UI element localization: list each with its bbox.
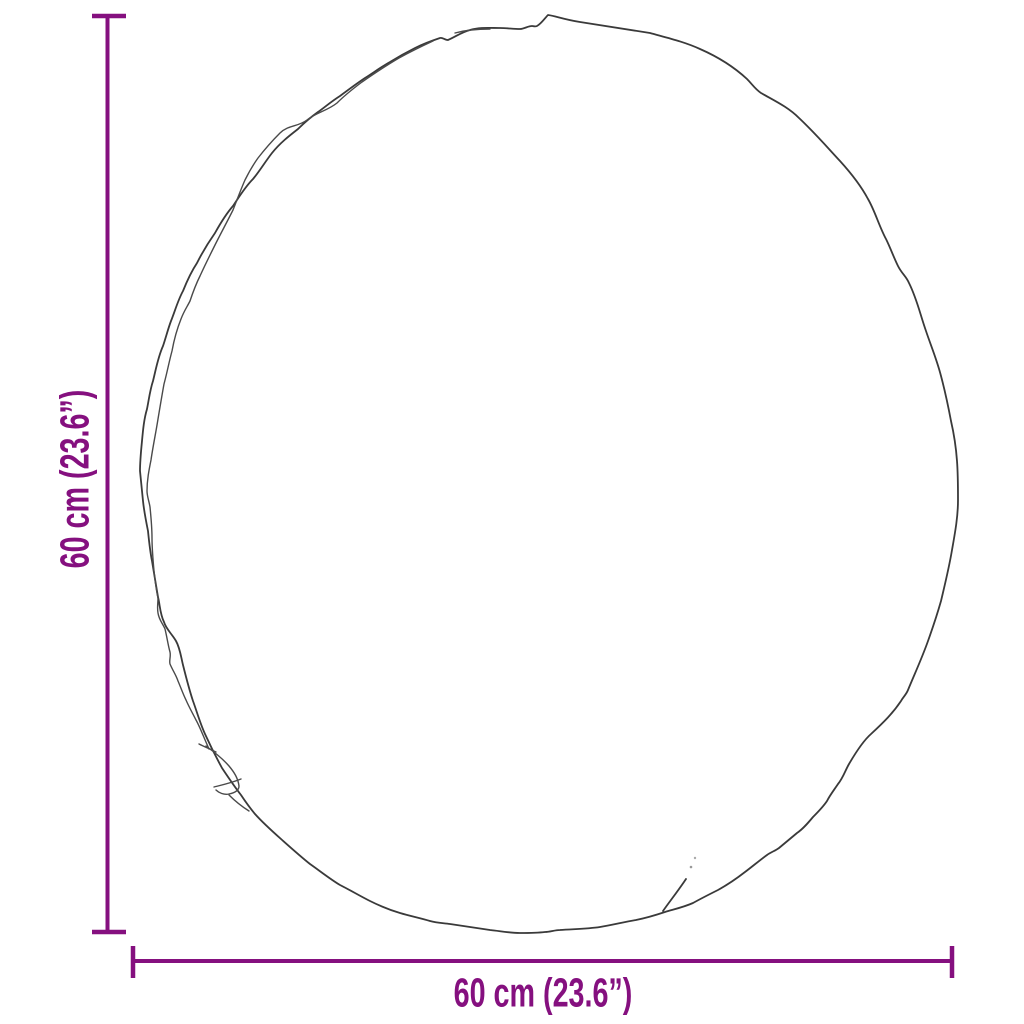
sketch-speck [693,856,697,860]
width-dimension-label: 60 cm (23.6”) [453,969,633,1016]
sketch-speck [689,865,693,869]
sketch-tail [228,794,250,812]
sketch-double-stroke [146,40,434,750]
circle-outline [139,14,959,934]
sketch-tick-lower [213,778,242,788]
sketch-top-dash [454,28,491,34]
product-outline-sketch [139,14,959,934]
sketch-overlap-pouch [205,745,240,795]
sketch-stray-branch [662,878,687,912]
sketch-tick-upper [198,743,217,753]
height-dimension-label: 60 cm (23.6”) [51,389,98,569]
dimension-annotations [92,13,955,978]
